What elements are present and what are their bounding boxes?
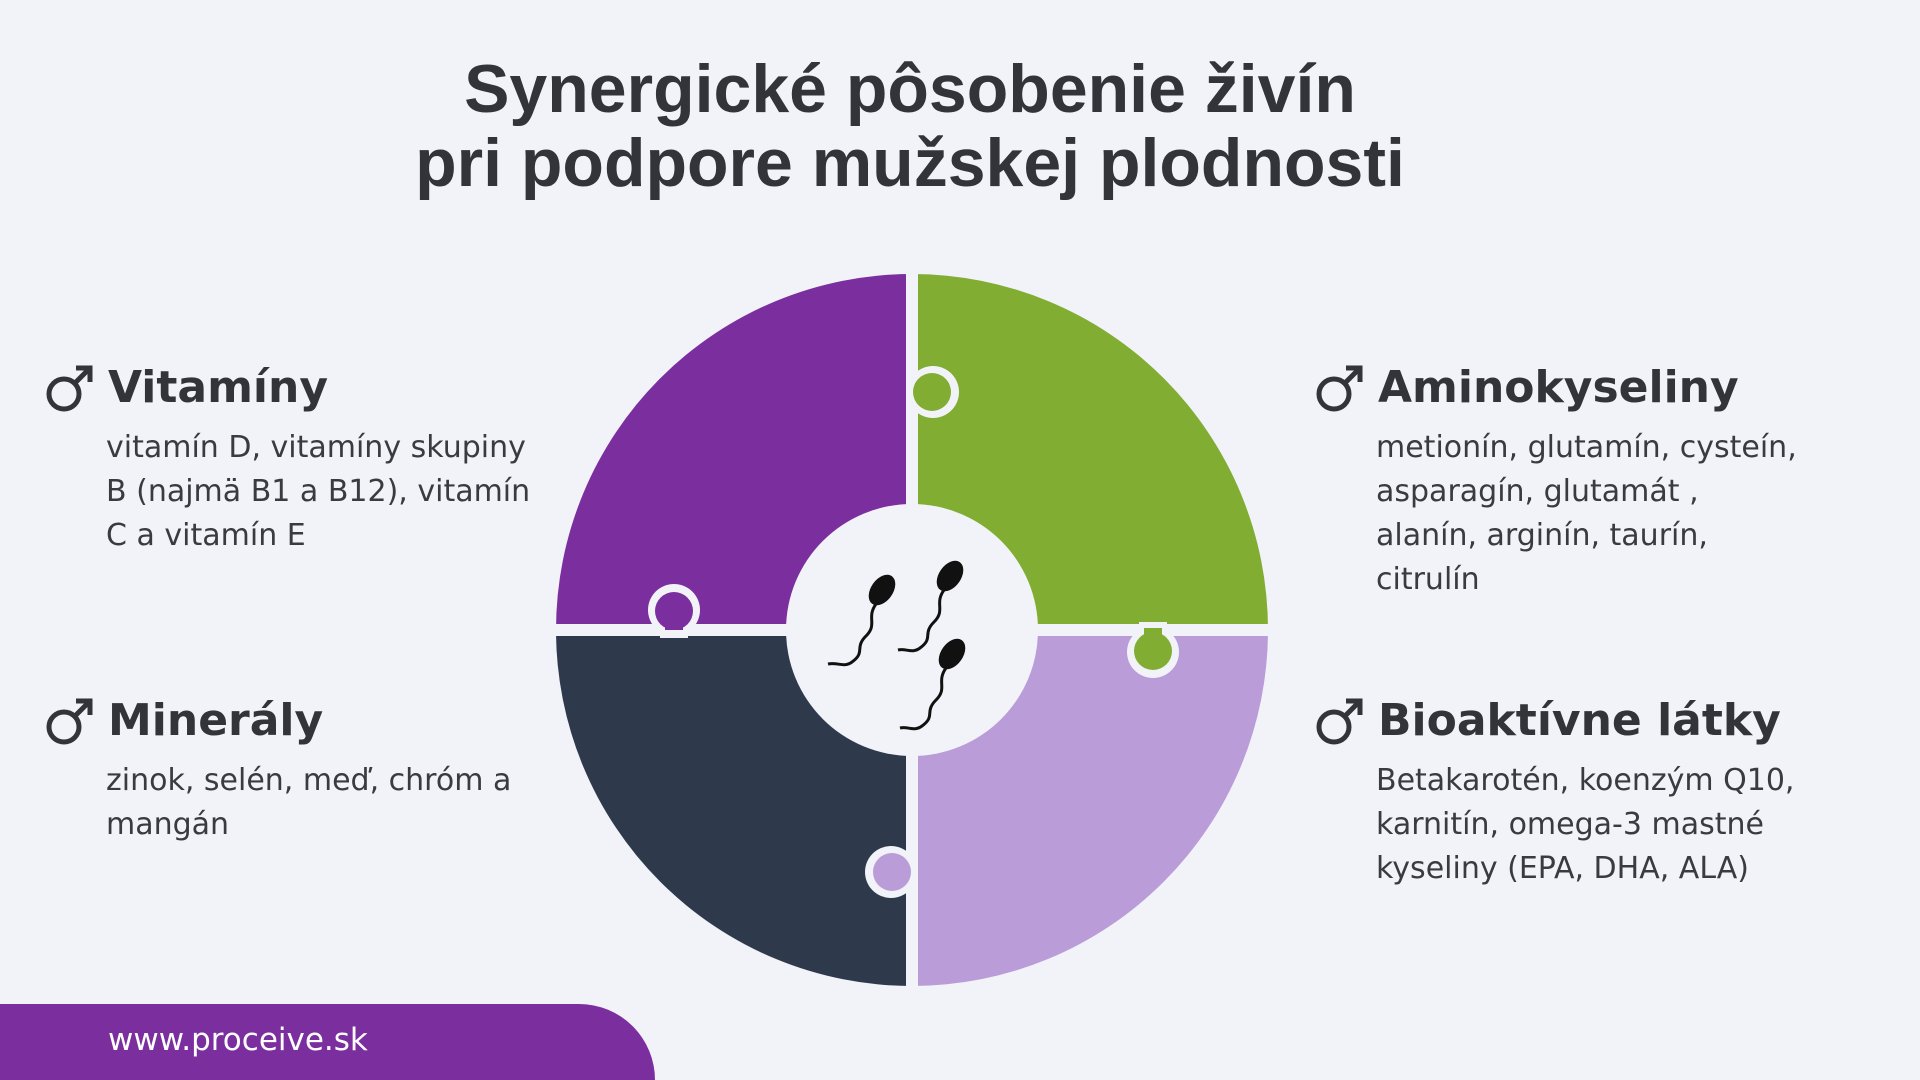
category-mineraly: Minerály zinok, selén, meď, chróm a mang… (44, 693, 536, 847)
puzzle-piece-vitaminy (556, 274, 912, 630)
category-heading: Minerály (108, 695, 324, 746)
category-heading-wrap: Minerály (44, 693, 536, 749)
footer-url-link[interactable]: www.proceive.sk (108, 1022, 368, 1058)
category-text: vitamín D, vitamíny skupiny B (najmä B1 … (106, 430, 531, 553)
category-text: metionín, glutamín, cysteín, asparagín, … (1376, 430, 1797, 597)
title-line-2: pri podpore mužskej plodnosti (415, 125, 1405, 201)
category-heading: Bioaktívne látky (1378, 695, 1781, 746)
puzzle-piece-bioaktivne (912, 630, 1268, 986)
page-title: Synergické pôsobenie živín pri podpore m… (300, 52, 1520, 200)
puzzle-tabs (648, 366, 1179, 898)
male-symbol-icon (1316, 698, 1363, 745)
category-text: Betakarotén, koenzým Q10, karnitín, omeg… (1376, 763, 1795, 886)
title-line-1: Synergické pôsobenie živín (464, 51, 1356, 127)
category-aminokyseliny: Aminokyseliny metionín, glutamín, cysteí… (1314, 360, 1806, 602)
sperm-cells-icon (827, 560, 966, 731)
category-heading: Vitamíny (108, 362, 329, 413)
category-text: zinok, selén, meď, chróm a mangán (106, 763, 512, 842)
category-heading: Aminokyseliny (1378, 362, 1739, 413)
male-symbol-icon (46, 365, 93, 412)
puzzle-piece-mineraly (556, 630, 912, 986)
puzzle-piece-aminokyseliny (912, 274, 1268, 630)
male-symbol-icon (46, 698, 93, 745)
category-bioaktivne: Bioaktívne látky Betakarotén, koenzým Q1… (1314, 693, 1806, 891)
category-vitaminy: Vitamíny vitamín D, vitamíny skupiny B (… (44, 360, 536, 558)
category-heading-wrap: Vitamíny (44, 360, 536, 416)
footer-banner: www.proceive.sk (0, 1004, 655, 1080)
category-heading-wrap: Aminokyseliny (1314, 360, 1806, 416)
male-symbol-icon (1316, 365, 1363, 412)
category-heading-wrap: Bioaktívne látky (1314, 693, 1806, 749)
